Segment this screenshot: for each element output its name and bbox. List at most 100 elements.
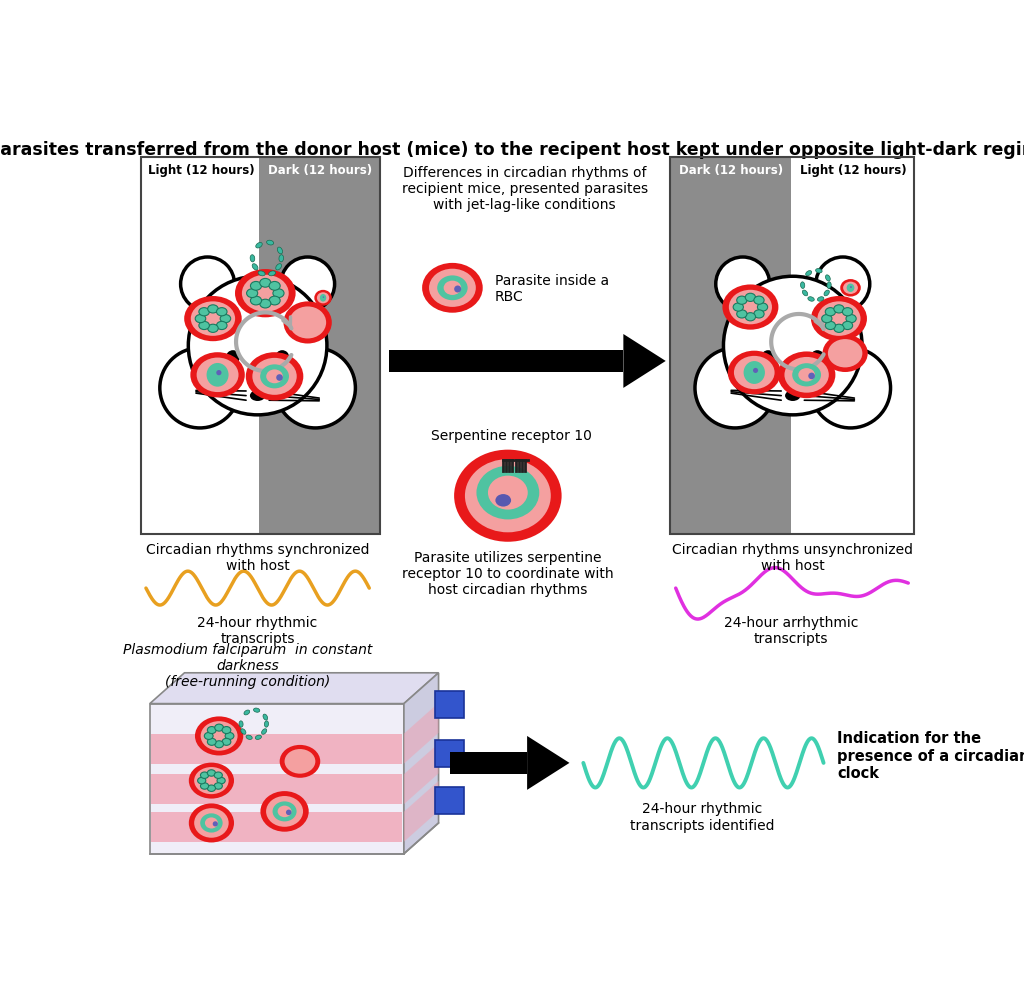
Polygon shape bbox=[527, 737, 569, 790]
Ellipse shape bbox=[201, 722, 238, 751]
Text: 24-hour rhythmic
transcripts: 24-hour rhythmic transcripts bbox=[198, 615, 317, 645]
Ellipse shape bbox=[316, 293, 330, 304]
Circle shape bbox=[226, 351, 240, 365]
Ellipse shape bbox=[834, 325, 844, 333]
Ellipse shape bbox=[214, 772, 222, 778]
Ellipse shape bbox=[185, 298, 241, 341]
Ellipse shape bbox=[793, 364, 821, 387]
Ellipse shape bbox=[827, 282, 831, 289]
Ellipse shape bbox=[258, 271, 265, 276]
Ellipse shape bbox=[201, 772, 209, 778]
Ellipse shape bbox=[215, 741, 223, 748]
Circle shape bbox=[160, 349, 240, 428]
Ellipse shape bbox=[817, 297, 824, 302]
Ellipse shape bbox=[244, 711, 250, 715]
Ellipse shape bbox=[843, 322, 853, 330]
Ellipse shape bbox=[254, 709, 260, 713]
Ellipse shape bbox=[281, 746, 319, 777]
Ellipse shape bbox=[285, 749, 315, 774]
Ellipse shape bbox=[724, 286, 777, 329]
Ellipse shape bbox=[429, 269, 476, 307]
Bar bbox=[451, 752, 527, 774]
Circle shape bbox=[455, 286, 461, 293]
Ellipse shape bbox=[251, 297, 261, 305]
Text: Plasmodium falciparum  in constant
darkness
(free-running condition): Plasmodium falciparum in constant darkne… bbox=[123, 642, 373, 689]
Ellipse shape bbox=[215, 725, 223, 732]
Ellipse shape bbox=[195, 808, 228, 838]
Ellipse shape bbox=[250, 391, 265, 402]
Bar bbox=[259, 158, 380, 535]
Ellipse shape bbox=[266, 796, 303, 827]
Text: Parasite utilizes serpentine
receptor 10 to coordinate with
host circadian rhyth: Parasite utilizes serpentine receptor 10… bbox=[402, 550, 613, 596]
Ellipse shape bbox=[247, 354, 302, 400]
Text: Dark (12 hours): Dark (12 hours) bbox=[268, 164, 373, 177]
Polygon shape bbox=[150, 704, 403, 854]
Polygon shape bbox=[403, 703, 438, 764]
Ellipse shape bbox=[799, 369, 815, 382]
Ellipse shape bbox=[246, 736, 252, 740]
Ellipse shape bbox=[476, 466, 540, 520]
Ellipse shape bbox=[239, 721, 243, 728]
Ellipse shape bbox=[842, 281, 860, 296]
Ellipse shape bbox=[201, 813, 222, 833]
Ellipse shape bbox=[216, 322, 227, 330]
Ellipse shape bbox=[823, 336, 866, 372]
Circle shape bbox=[286, 810, 292, 815]
Ellipse shape bbox=[208, 325, 218, 333]
Bar bbox=[388, 351, 624, 373]
Circle shape bbox=[724, 277, 862, 415]
Ellipse shape bbox=[278, 248, 283, 254]
Ellipse shape bbox=[225, 733, 233, 740]
Ellipse shape bbox=[264, 721, 268, 728]
Ellipse shape bbox=[220, 315, 230, 323]
Ellipse shape bbox=[261, 729, 266, 735]
Ellipse shape bbox=[191, 354, 244, 397]
Circle shape bbox=[188, 277, 327, 415]
Ellipse shape bbox=[201, 783, 209, 789]
Polygon shape bbox=[403, 781, 438, 842]
Bar bbox=[791, 158, 914, 535]
Ellipse shape bbox=[196, 718, 243, 754]
Ellipse shape bbox=[189, 764, 233, 798]
Ellipse shape bbox=[199, 308, 209, 316]
Ellipse shape bbox=[803, 291, 808, 296]
Ellipse shape bbox=[821, 315, 831, 323]
Ellipse shape bbox=[266, 241, 273, 246]
Circle shape bbox=[275, 349, 355, 428]
Ellipse shape bbox=[825, 308, 836, 316]
Text: Light (12 hours): Light (12 hours) bbox=[800, 164, 906, 177]
Ellipse shape bbox=[214, 783, 222, 789]
Ellipse shape bbox=[465, 459, 551, 533]
Ellipse shape bbox=[207, 770, 215, 776]
Ellipse shape bbox=[208, 305, 218, 314]
Ellipse shape bbox=[263, 715, 267, 721]
Ellipse shape bbox=[754, 310, 764, 319]
Ellipse shape bbox=[729, 290, 772, 325]
Ellipse shape bbox=[208, 739, 216, 746]
Circle shape bbox=[810, 351, 824, 365]
Text: 24-hour arrhythmic
transcripts: 24-hour arrhythmic transcripts bbox=[724, 615, 858, 645]
Ellipse shape bbox=[189, 805, 233, 842]
Ellipse shape bbox=[278, 806, 292, 817]
Circle shape bbox=[281, 257, 335, 311]
Circle shape bbox=[216, 371, 221, 376]
Ellipse shape bbox=[289, 307, 326, 339]
Ellipse shape bbox=[197, 358, 239, 393]
Ellipse shape bbox=[198, 777, 206, 784]
Text: Circadian rhythms unsynchronized
with host: Circadian rhythms unsynchronized with ho… bbox=[673, 543, 913, 573]
Ellipse shape bbox=[208, 727, 216, 734]
Text: Serpentine receptor 10: Serpentine receptor 10 bbox=[431, 428, 592, 442]
Circle shape bbox=[323, 297, 325, 298]
Ellipse shape bbox=[242, 275, 289, 312]
Ellipse shape bbox=[190, 302, 236, 337]
Ellipse shape bbox=[260, 365, 289, 389]
Text: Indication for the
presence of a circadian
clock: Indication for the presence of a circadi… bbox=[838, 731, 1024, 780]
Ellipse shape bbox=[779, 353, 835, 398]
Text: Parasites transferred from the donor host (mice) to the recipent host kept under: Parasites transferred from the donor hos… bbox=[0, 141, 1024, 159]
Circle shape bbox=[816, 257, 869, 311]
Ellipse shape bbox=[250, 255, 255, 262]
Bar bbox=[435, 787, 464, 814]
Ellipse shape bbox=[217, 777, 225, 784]
Text: Parasite inside a
RBC: Parasite inside a RBC bbox=[495, 273, 609, 303]
Text: Differences in circadian rhythms of
recipient mice, presented parasites
with jet: Differences in circadian rhythms of reci… bbox=[401, 165, 648, 212]
